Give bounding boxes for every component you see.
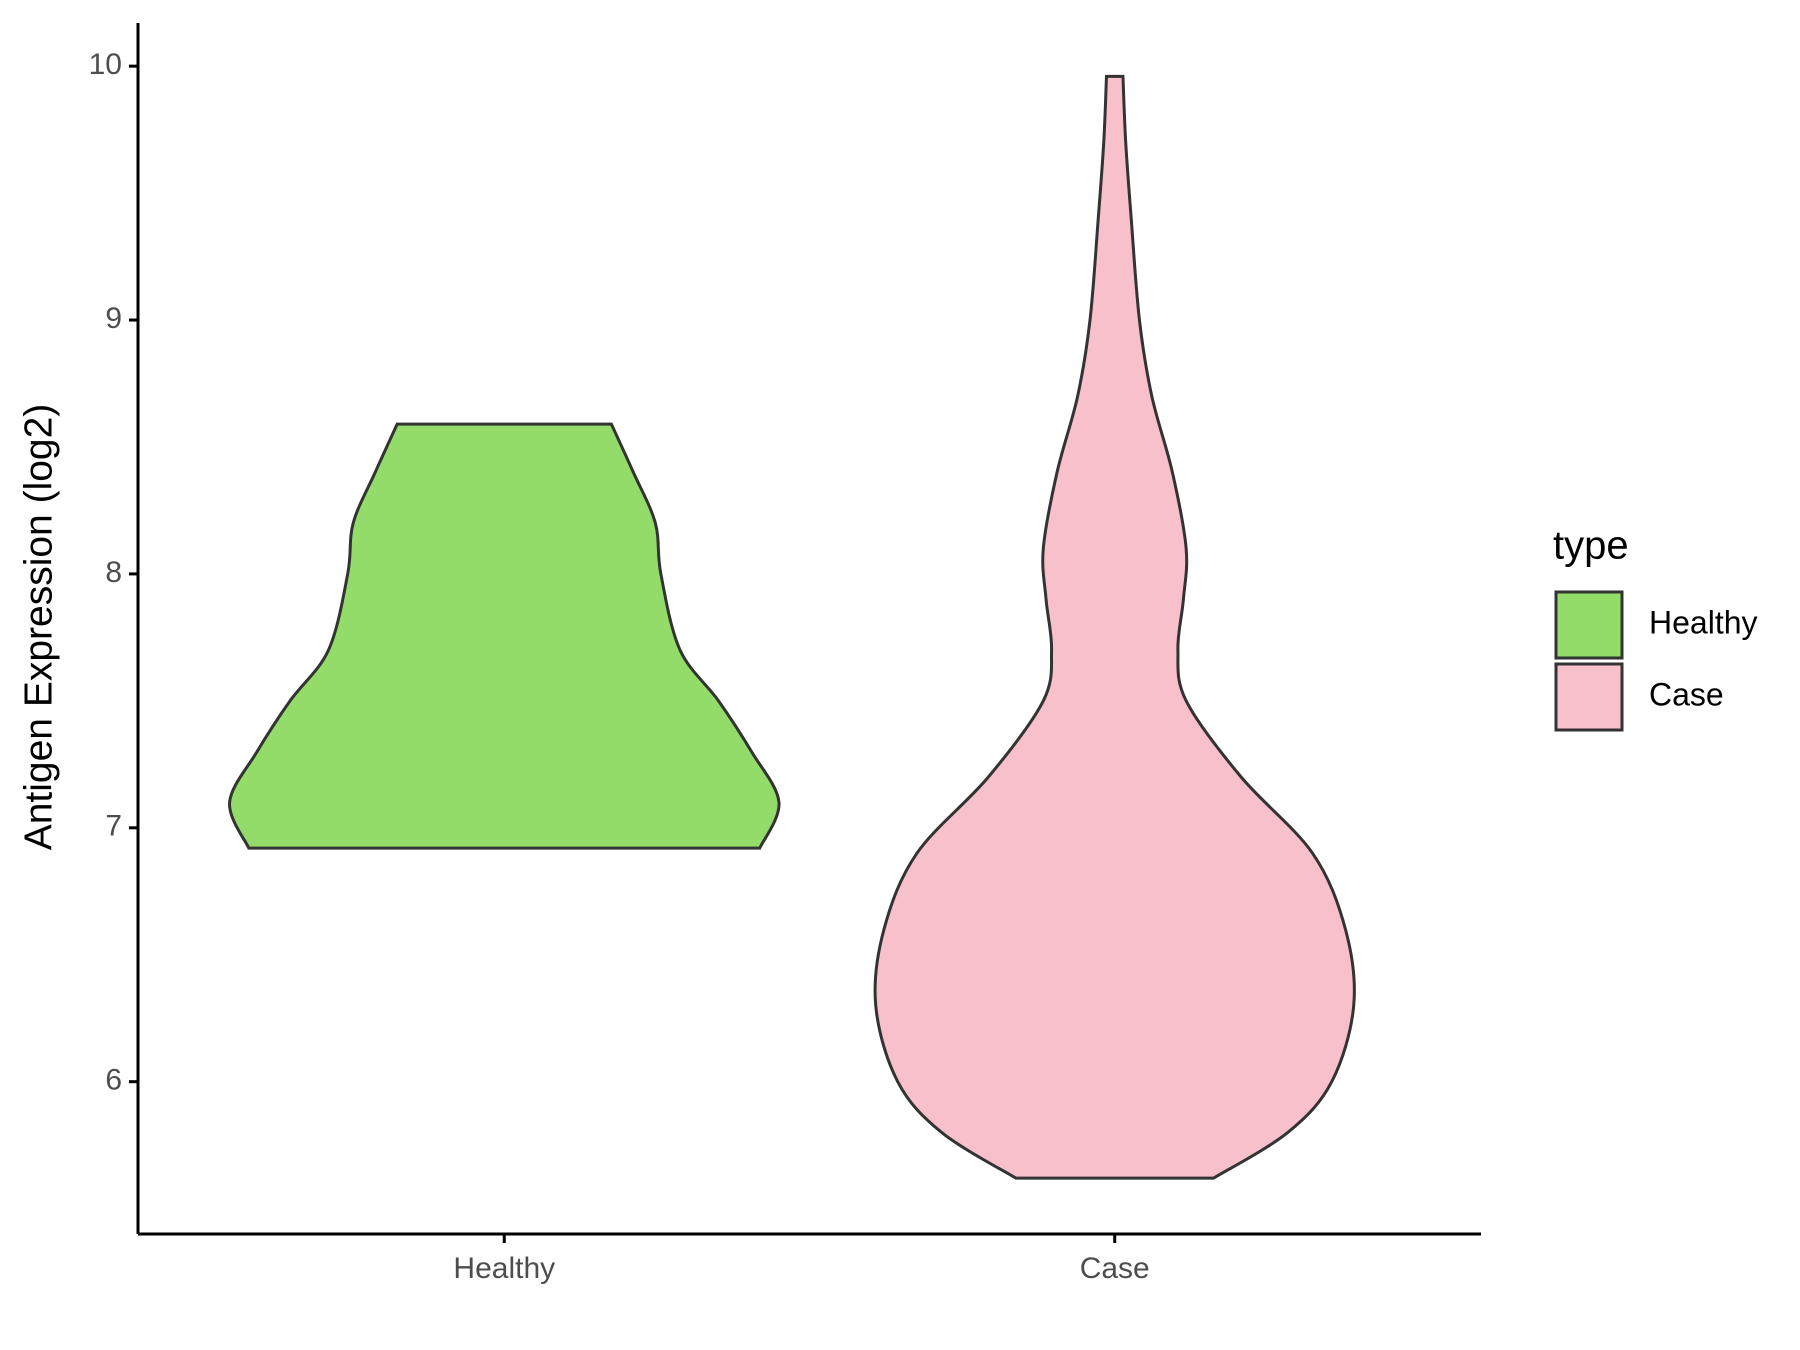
violin <box>228 422 781 850</box>
legend-title: type <box>1553 524 1629 568</box>
y-axis-title: Antigen Expression (log2) <box>17 404 60 851</box>
y-tick-label: 6 <box>105 1064 122 1097</box>
y-tick-label: 7 <box>105 810 122 843</box>
legend-label: Healthy <box>1649 604 1758 640</box>
legend-label: Case <box>1649 676 1724 712</box>
y-tick-label: 10 <box>89 48 122 81</box>
x-tick-label: Healthy <box>453 1252 555 1285</box>
violin <box>873 74 1356 1180</box>
y-tick-label: 8 <box>105 556 122 589</box>
legend-key <box>1554 662 1624 732</box>
x-tick-label: Case <box>1080 1252 1150 1285</box>
legend-key <box>1554 590 1624 660</box>
y-tick-label: 9 <box>105 302 122 335</box>
